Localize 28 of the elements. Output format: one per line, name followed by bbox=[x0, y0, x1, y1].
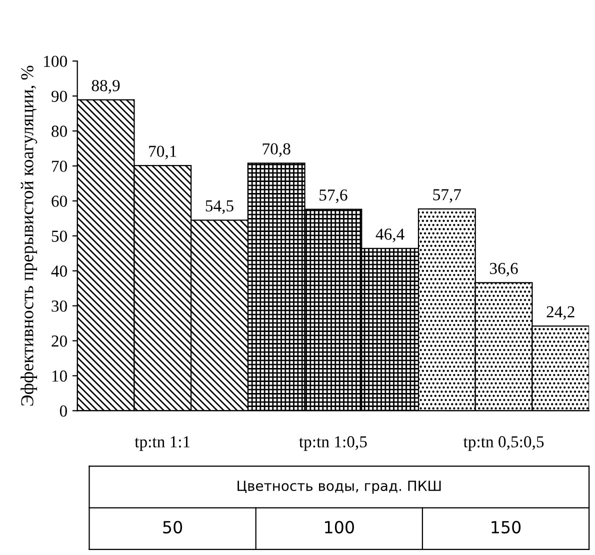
y-tick-label: 100 bbox=[44, 56, 67, 67]
data-label: 70,8 bbox=[262, 143, 290, 157]
data-label: 57,7 bbox=[433, 189, 462, 203]
y-tick-label: 90 bbox=[52, 90, 67, 102]
y-tick-label: 70 bbox=[52, 160, 67, 172]
x-tick-label: tp:tn 0,5:0,5 bbox=[463, 436, 544, 451]
data-label: 54,5 bbox=[206, 200, 234, 214]
y-tick-label: 40 bbox=[51, 266, 67, 277]
y-tick-label: 60 bbox=[52, 196, 67, 207]
data-label: 57,6 bbox=[320, 189, 348, 204]
text: Цветность воды, град. ПКШ bbox=[238, 480, 441, 494]
y-axis-title: Эффективность прерывистой коагуляции, % bbox=[20, 66, 38, 406]
y-tick-label: 20 bbox=[52, 335, 67, 347]
y-tick-label: 0 bbox=[60, 405, 67, 417]
x-tick-label: tp:tn 1:1 bbox=[134, 436, 190, 451]
text: 100 bbox=[325, 520, 354, 534]
data-label: 24,2 bbox=[546, 306, 574, 320]
data-label: 88,9 bbox=[92, 80, 120, 94]
y-tick-label: 10 bbox=[52, 370, 67, 382]
data-label: 36,6 bbox=[490, 262, 518, 276]
text: 150 bbox=[492, 520, 521, 534]
y-tick-label: 50 bbox=[52, 230, 67, 242]
y-tick-label: 80 bbox=[52, 126, 67, 137]
text: 50 bbox=[163, 520, 182, 534]
data-label: 46,4 bbox=[376, 228, 404, 242]
data-label: 70,1 bbox=[149, 146, 176, 160]
x-tick-label: tp:tn 1:0,5 bbox=[299, 436, 367, 451]
y-tick-label: 30 bbox=[52, 300, 67, 312]
